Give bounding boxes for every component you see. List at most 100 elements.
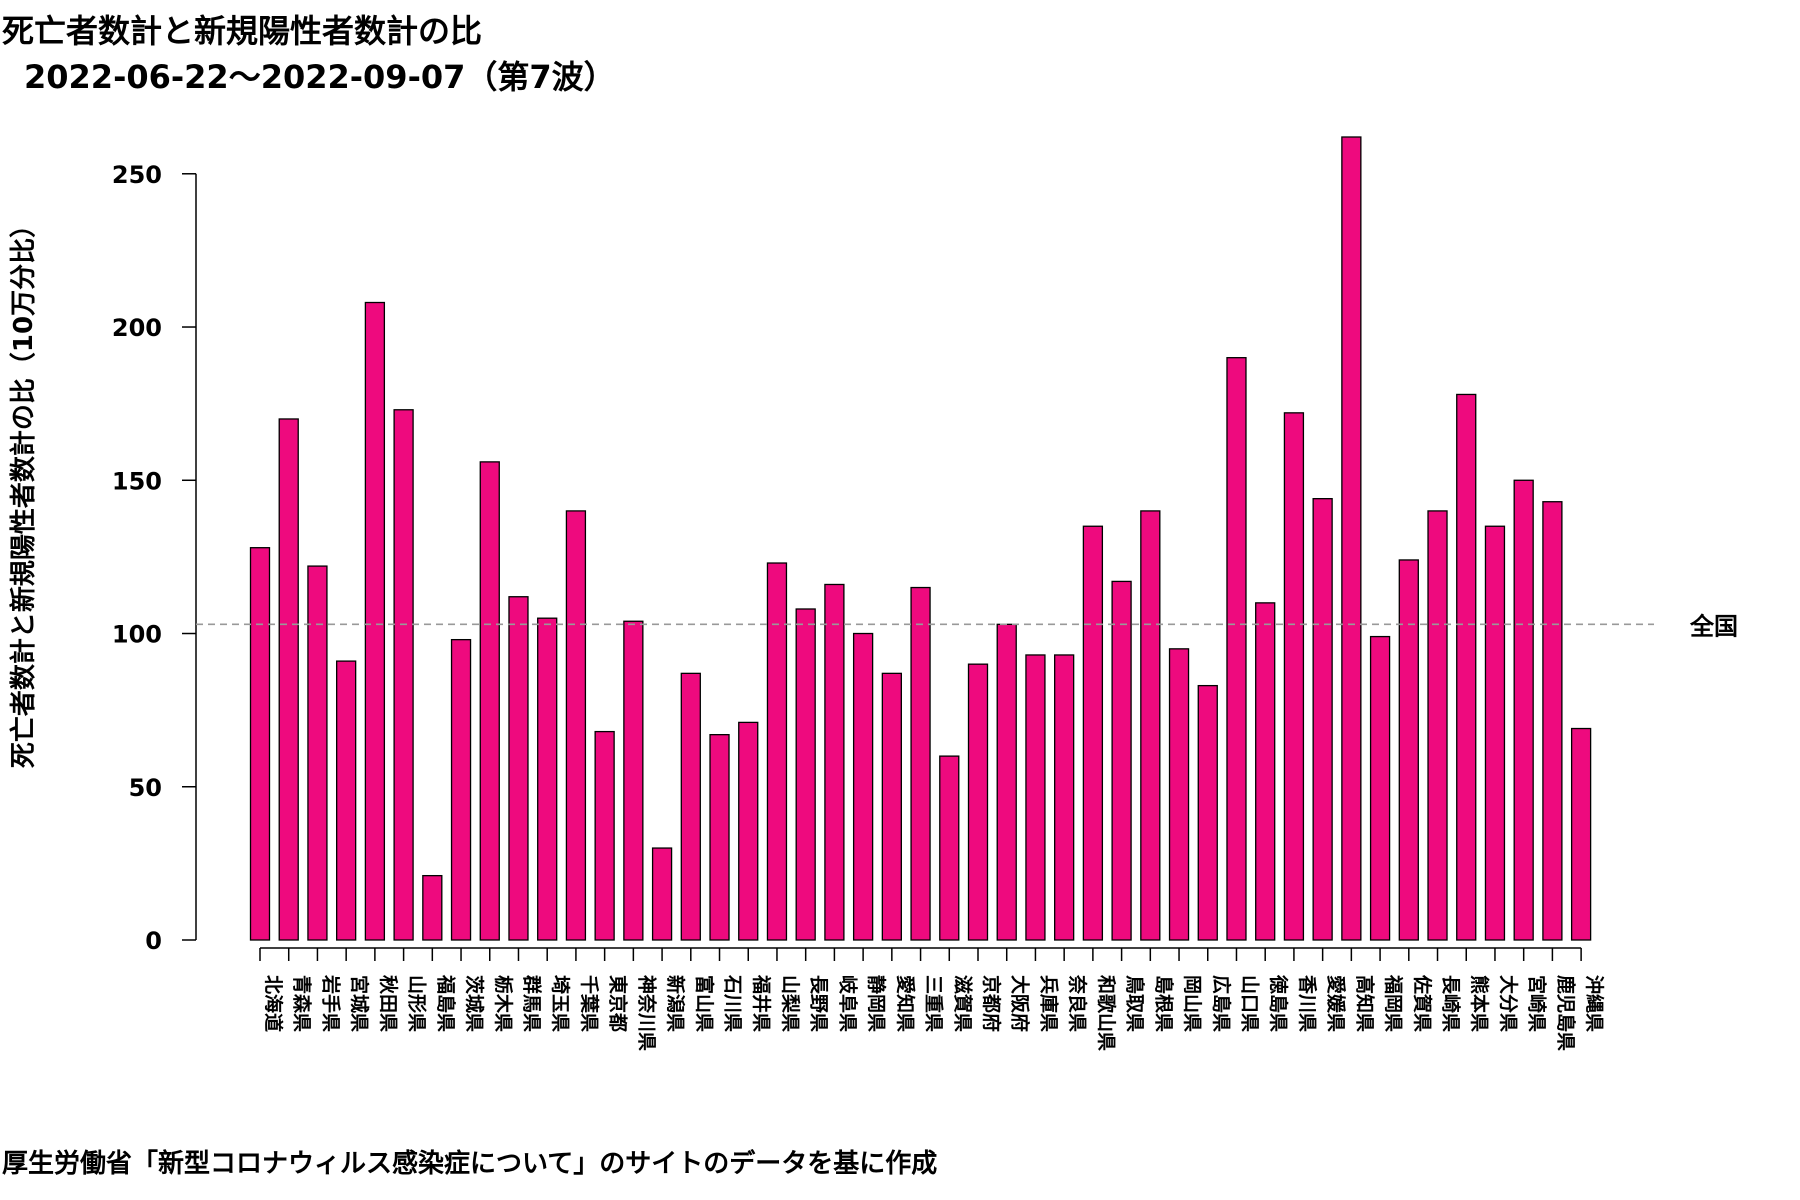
bar [680,672,701,941]
y-tick-label: 50 [129,774,162,802]
x-tick-label: 大分県 [1497,975,1520,1032]
x-tick-label: 静岡県 [865,975,888,1032]
y-axis: 0 50 100 150 200 250 [112,161,197,955]
x-tick-label: 大阪府 [1009,975,1032,1032]
bar [1283,412,1305,941]
x-tick-label: 滋賀県 [951,975,974,1032]
x-axis: 北海道 青森県 岩手県 宮城県 秋田県 山形県 福島県 茨城県 栃木県 群馬県 埼玉県 千葉県 東京都神… [259,947,1606,1051]
bar [1484,525,1506,941]
x-tick-label: 福井県 [750,974,773,1032]
x-tick-label: 宮城県 [348,975,371,1032]
x-tick-label: 山口県 [1238,975,1260,1032]
bar [1398,559,1419,941]
bar [537,617,558,941]
x-tick-label: 岡山県 [1181,975,1203,1032]
bar [1542,501,1563,941]
x-tick-label: 群馬県 [520,974,543,1032]
bar [1341,136,1362,941]
bar [336,660,357,941]
y-tick-label: 200 [112,314,162,342]
x-tick-label: 沖縄県 [1583,975,1606,1032]
x-tick-label: 鳥取県 [1124,975,1147,1032]
bar [479,461,500,941]
x-tick-label: 東京都 [607,975,630,1032]
source-note: 厚生労働省「新型コロナウィルス感染症について」のサイトのデータを基に作成 [2,1148,937,1179]
y-tick-label: 250 [112,161,162,189]
bar [393,409,414,941]
bar [910,586,931,941]
bar [852,632,874,941]
x-tick-label: 福岡県 [1382,974,1405,1032]
bar [967,663,989,941]
bars [249,136,1592,941]
chart-title: 死亡者数計と新規陽性者数計の比 [2,12,482,50]
bar [307,565,328,941]
x-tick-label: 香川県 [1296,974,1318,1032]
bar [738,721,759,941]
x-tick-label: 岩手県 [319,974,342,1032]
x-tick-label: 徳島県 [1267,974,1290,1032]
x-tick-label: 岐阜県 [836,975,859,1032]
bar [795,608,816,941]
bar [824,583,845,941]
bar [939,755,960,941]
x-tick-label: 長崎県 [1440,975,1463,1032]
x-tick-label: 福島県 [434,974,457,1032]
x-tick-label: 茨城県 [463,975,486,1032]
x-tick-label: 高知県 [1353,975,1376,1032]
x-tick-label: 埼玉県 [549,975,572,1032]
x-tick-label: 北海道 [262,975,285,1032]
x-tick-label: 長野県 [808,975,830,1032]
bar [1456,393,1477,941]
bar [1140,510,1161,941]
x-tick-label: 宮崎県 [1526,975,1549,1032]
bar [1513,479,1534,941]
x-tick-label: 熊本県 [1468,975,1491,1032]
x-tick-label: 神奈川県 [635,975,658,1051]
bar [623,620,644,941]
x-tick-label: 栃木県 [492,975,515,1032]
bar [1369,635,1391,941]
x-tick-label: 山梨県 [779,975,802,1032]
bar [1570,727,1592,941]
reference-line-group: 全国 [196,612,1738,640]
x-tick-label: 富山県 [693,975,716,1032]
bar [508,596,529,941]
bar [278,418,299,941]
bar [651,847,673,941]
x-tick-label: 石川県 [722,974,744,1032]
y-tick-label: 0 [145,927,162,955]
bar [364,301,386,941]
x-tick-label: 青森県 [291,975,314,1032]
bar [1197,684,1218,941]
bar [766,562,788,941]
bar [1427,510,1448,941]
y-tick-label: 150 [112,467,162,495]
bar [1054,654,1075,941]
bar [422,874,443,941]
bar [249,547,271,941]
x-tick-label: 京都府 [980,975,1003,1032]
x-tick-label: 奈良県 [1066,974,1089,1032]
bar [1025,654,1046,941]
bar [1226,357,1247,941]
bar [594,730,615,941]
bar [1082,525,1104,941]
bar [881,672,902,941]
bar [1111,580,1132,941]
x-tick-label: 島根県 [1152,975,1175,1032]
x-tick-label: 広島県 [1210,975,1233,1032]
bar [996,623,1017,941]
chart-subtitle: 2022-06-22～2022-09-07（第7波） [24,58,616,96]
bar [709,734,730,941]
x-tick-label: 新潟県 [664,975,687,1032]
x-tick-label: 兵庫県 [1037,975,1060,1032]
bar [565,510,587,941]
y-tick-label: 100 [112,621,162,649]
x-tick-label: 愛知県 [894,975,917,1032]
x-tick-label: 千葉県 [578,975,600,1032]
reference-line-label: 全国 [1689,612,1738,640]
x-tick-label: 和歌山県 [1095,975,1118,1051]
x-tick-label: 愛媛県 [1325,975,1348,1032]
